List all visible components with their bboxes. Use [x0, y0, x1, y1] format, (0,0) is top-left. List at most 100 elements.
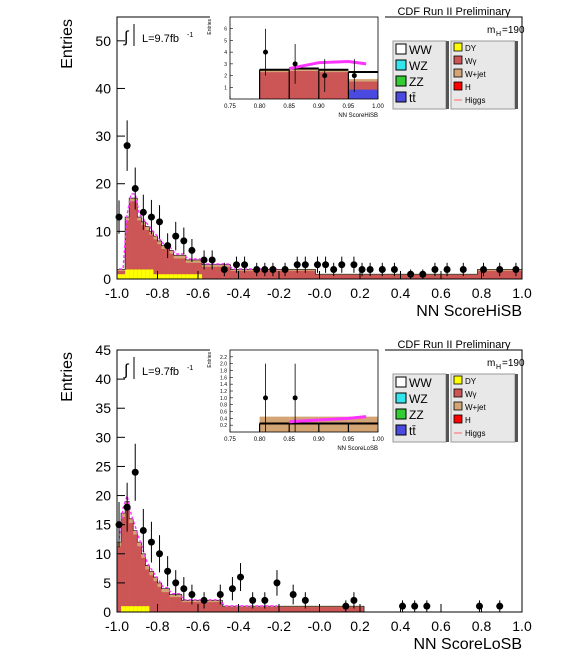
stack-bin-total: [343, 274, 349, 279]
stack-bin-yellow: [169, 274, 174, 279]
stack-bin-total: [505, 269, 511, 279]
stack-bin-tan: [266, 269, 272, 271]
x-tick-label: 0.6: [431, 285, 451, 301]
legend-swatch: [395, 75, 407, 87]
stack-bin-tan: [493, 269, 498, 271]
legend-swatch: [453, 81, 463, 91]
y-tick-label: 30: [95, 128, 111, 144]
data-point: [237, 573, 245, 581]
stack-bin-total: [380, 274, 385, 279]
stack-bin-tan: [173, 255, 179, 259]
stack-bin-total: [129, 198, 134, 279]
stack-bin-total: [323, 274, 328, 279]
legend: WW WZ ZZ tt̄ DY Wγ W+jet H Higgs: [392, 373, 518, 443]
stack-bin-tan: [121, 269, 126, 271]
stack-bin-total: [307, 606, 312, 612]
stack-bin-yellow: [137, 269, 142, 279]
stack-bin-total: [360, 606, 365, 612]
stack-bin-total: [121, 513, 126, 612]
data-point: [350, 596, 358, 604]
stack-bin-tan: [436, 274, 442, 275]
data-point: [188, 591, 196, 599]
stack-bin-total: [214, 600, 219, 612]
y-tick-label: 20: [95, 176, 111, 192]
mass-value: =190: [502, 358, 525, 369]
stack-bin-tan: [129, 198, 134, 202]
stack-bin-tan: [319, 274, 324, 275]
luminosity-label: ∫ L=9.7fb -1: [123, 24, 193, 46]
stack-bin-total: [441, 274, 446, 279]
stack-bin-tan: [157, 240, 162, 245]
stack-bin-tan: [157, 582, 162, 587]
inset-data-point: [292, 395, 298, 401]
data-point: [131, 468, 139, 476]
mass-subscript: H: [496, 31, 501, 38]
stack-bin-total: [153, 577, 158, 612]
stack-bin-total: [335, 606, 341, 612]
stack-bin-total: [173, 255, 179, 279]
stack-bin-tan: [133, 530, 138, 535]
stack-bin-total: [465, 274, 470, 279]
legend-label: tt̄: [409, 91, 416, 105]
stack-bin-yellow: [153, 274, 158, 279]
data-point: [200, 596, 208, 604]
higgs-signal-line: [118, 493, 277, 607]
data-point: [261, 265, 269, 273]
stack-bin-tan: [246, 606, 251, 608]
stack-bin-tan: [117, 269, 122, 271]
lumi-exponent: -1: [187, 32, 193, 39]
legend-shadow-left: [446, 374, 449, 442]
stack-bin-tan: [161, 245, 166, 249]
inset-x-tick-label: 0.75: [224, 104, 236, 110]
x-tick-label: 0.4: [391, 618, 411, 634]
data-point: [180, 237, 188, 245]
mass-subscript: H: [496, 364, 501, 371]
stack-bin-yellow: [145, 606, 150, 612]
stack-bin-total: [226, 264, 231, 279]
inset-y-tick-label: 1: [224, 85, 227, 91]
legend-swatch: [395, 424, 407, 436]
legend-label: WZ: [409, 392, 428, 406]
stack-bin-tan: [185, 600, 191, 603]
data-point: [390, 265, 398, 273]
stack-bin-tan: [250, 269, 255, 271]
stack-bin-total: [509, 269, 515, 279]
y-tick-label: 20: [95, 488, 111, 504]
stack-bin-total: [266, 269, 272, 279]
legend-swatch: [453, 375, 463, 385]
stack-bin-total: [295, 606, 300, 612]
stack-bin-total: [384, 274, 389, 279]
stack-bin-total: [303, 269, 308, 279]
stack-bin-tan: [335, 274, 341, 275]
stack-bin-tan: [153, 577, 158, 582]
stack-bin-tan: [283, 606, 288, 608]
data-point: [253, 265, 261, 273]
stack-bin-total: [396, 274, 401, 279]
inset-data-point: [351, 73, 357, 79]
stack-bin-tan: [400, 274, 405, 275]
inset-higgs-curve: [289, 415, 367, 424]
inset-bin-red: [289, 70, 319, 99]
lumi-integral: ∫: [123, 362, 130, 379]
stack-bin-total: [234, 606, 239, 612]
stack-bin-tan: [441, 274, 446, 275]
inset-y-tick-label: 1.0: [220, 396, 227, 402]
data-point: [330, 265, 338, 273]
x-tick-label: -0.4: [226, 618, 250, 634]
stack-bin-total: [189, 259, 195, 279]
inset-x-tick-label: 1.00: [372, 104, 384, 110]
stack-bin-total: [189, 600, 195, 612]
stack-bin-total: [428, 274, 434, 279]
stack-bin-total: [473, 274, 478, 279]
legend-swatch: [395, 43, 407, 55]
data-point: [241, 261, 249, 269]
stack-bin-tan: [234, 606, 239, 608]
stack-bin-total: [129, 518, 134, 612]
stack-bin-yellow: [149, 269, 154, 279]
stack-bin-tan: [181, 600, 187, 603]
stack-bin-total: [335, 274, 341, 279]
legend-label: WW: [409, 376, 432, 390]
x-tick-label: 0.6: [431, 618, 451, 634]
x-tick-label: 0.8: [472, 285, 492, 301]
stack-bin-yellow: [129, 269, 134, 279]
